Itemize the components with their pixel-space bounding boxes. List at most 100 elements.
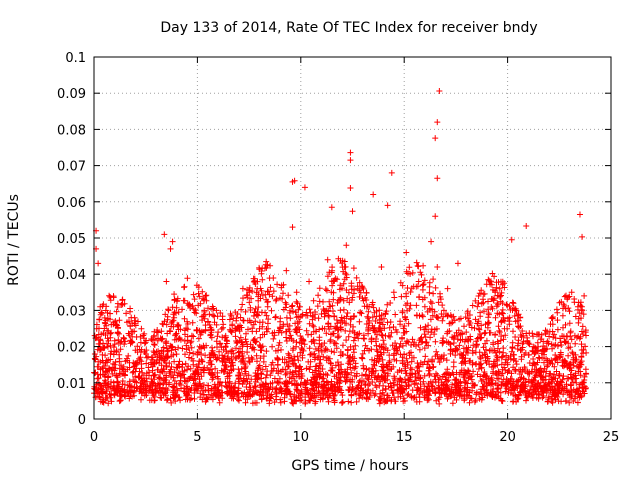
data-point xyxy=(359,350,366,357)
data-point xyxy=(167,245,174,252)
data-point xyxy=(144,383,151,390)
data-point xyxy=(239,285,246,292)
data-point xyxy=(132,347,139,354)
x-tick-label: 0 xyxy=(90,430,98,445)
data-point xyxy=(347,185,354,192)
data-point xyxy=(550,376,557,383)
data-point xyxy=(415,278,422,285)
data-point xyxy=(161,231,168,238)
data-point xyxy=(579,233,586,240)
y-tick-label: 0.09 xyxy=(57,87,86,102)
data-point xyxy=(227,311,234,318)
data-point xyxy=(101,325,108,332)
data-point xyxy=(283,267,290,274)
data-point xyxy=(312,354,319,361)
data-point xyxy=(215,329,222,336)
data-point xyxy=(366,303,373,310)
data-point xyxy=(525,339,532,346)
data-point xyxy=(328,204,335,211)
data-point xyxy=(519,368,526,375)
y-tick-label: 0.04 xyxy=(57,268,86,283)
data-point xyxy=(475,318,482,325)
data-point xyxy=(202,387,209,394)
data-point xyxy=(488,347,495,354)
data-point xyxy=(457,350,464,357)
data-point xyxy=(384,202,391,209)
data-point xyxy=(163,278,170,285)
data-point xyxy=(270,365,277,372)
data-point xyxy=(481,372,488,379)
data-point xyxy=(444,285,451,292)
y-tick-label: 0.07 xyxy=(57,160,86,175)
data-point xyxy=(107,350,114,357)
data-point xyxy=(568,336,575,343)
data-point xyxy=(171,296,178,303)
data-point xyxy=(277,325,284,332)
data-point xyxy=(434,119,441,126)
data-point xyxy=(190,361,197,368)
data-point xyxy=(372,329,379,336)
data-point xyxy=(347,157,354,164)
x-tick-label: 5 xyxy=(193,430,201,445)
data-point xyxy=(432,213,439,220)
data-point xyxy=(436,88,443,95)
data-point xyxy=(184,383,191,390)
data-point xyxy=(291,177,298,184)
data-point xyxy=(454,260,461,267)
data-point xyxy=(196,376,203,383)
data-point xyxy=(324,256,331,263)
data-point xyxy=(138,365,145,372)
y-tick-label: 0.02 xyxy=(57,341,86,356)
data-point xyxy=(463,329,470,336)
data-point xyxy=(299,336,306,343)
y-axis-label: ROTI / TECUs xyxy=(6,194,22,286)
data-point xyxy=(97,303,104,310)
data-point xyxy=(301,184,308,191)
data-point xyxy=(246,358,253,365)
data-point xyxy=(576,211,583,218)
data-point xyxy=(390,289,397,296)
data-point xyxy=(177,372,184,379)
data-point xyxy=(111,361,118,368)
data-point xyxy=(150,336,157,343)
data-point xyxy=(531,350,538,357)
data-point xyxy=(492,289,499,296)
y-tick-label: 0.05 xyxy=(57,232,86,247)
data-point xyxy=(421,303,428,310)
x-tick-label: 10 xyxy=(293,430,310,445)
data-point xyxy=(221,368,228,375)
data-point xyxy=(169,238,176,245)
dense-point-cloud xyxy=(91,255,590,407)
data-point xyxy=(289,224,296,231)
y-tick-label: 0.01 xyxy=(57,377,86,392)
data-point xyxy=(95,260,102,267)
data-point xyxy=(523,223,530,230)
data-point xyxy=(306,278,313,285)
y-tick-label: 0.08 xyxy=(57,123,86,138)
data-point xyxy=(556,354,563,361)
data-point xyxy=(434,175,441,182)
x-tick-label: 25 xyxy=(603,430,620,445)
y-tick-label: 0.1 xyxy=(65,51,86,66)
y-tick-label: 0.06 xyxy=(57,196,86,211)
data-point xyxy=(469,361,476,368)
data-point xyxy=(370,191,377,198)
data-point xyxy=(450,339,457,346)
data-point xyxy=(233,339,240,346)
data-point xyxy=(432,135,439,142)
data-point xyxy=(403,249,410,256)
y-tick-label: 0 xyxy=(78,413,86,428)
data-point xyxy=(384,347,391,354)
data-point xyxy=(258,347,265,354)
point-cloud-markers xyxy=(91,255,590,407)
data-point xyxy=(506,314,513,321)
data-point xyxy=(397,318,404,325)
data-point xyxy=(343,242,350,249)
data-point xyxy=(264,303,271,310)
data-point xyxy=(347,321,354,328)
x-tick-label: 15 xyxy=(396,430,413,445)
data-point xyxy=(318,311,325,318)
data-point xyxy=(428,238,435,245)
axis-ticks: 0 5 10 15 20 25 0 0.01 0.02 0.03 0.04 0.05 0.06 0.07 0… xyxy=(57,51,619,445)
